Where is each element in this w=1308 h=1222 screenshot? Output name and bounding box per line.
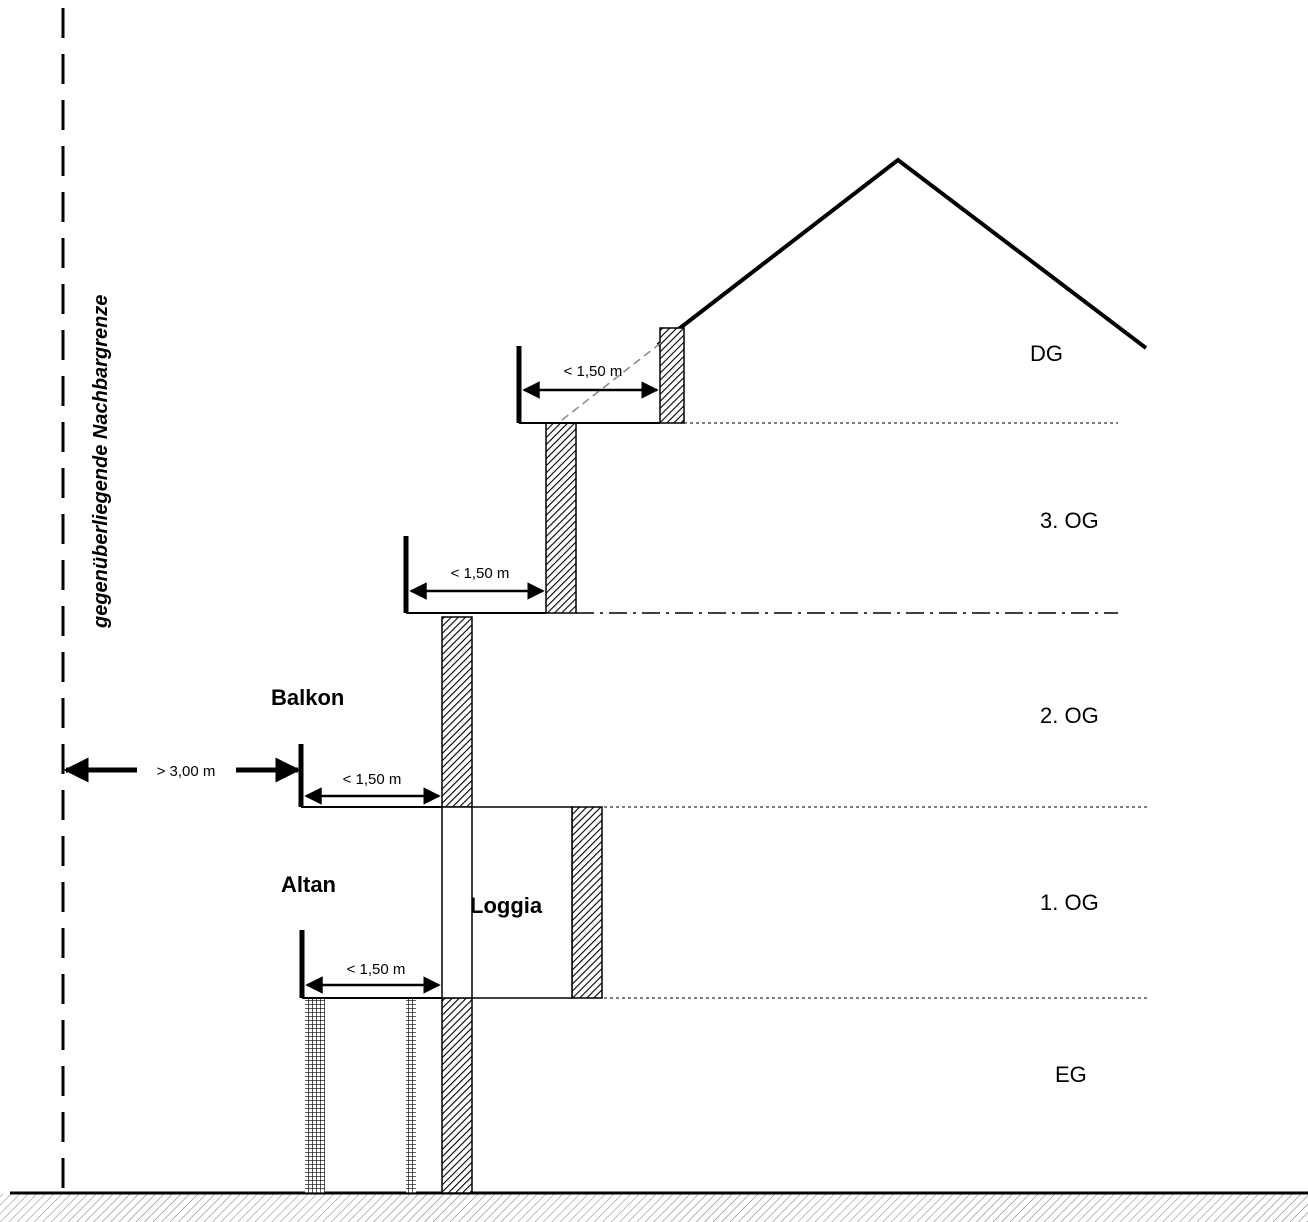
wall-3og: [545, 422, 577, 614]
dim-label-boundary: > 3,00 m: [157, 763, 216, 780]
dim-label-dg: < 1,50 m: [564, 363, 623, 380]
floor-label-2og: 2. OG: [1040, 703, 1099, 728]
wall-2og: [441, 616, 473, 808]
altan-support-right: [406, 998, 416, 1193]
floor-label-1og: 1. OG: [1040, 890, 1099, 915]
roof-outline: [656, 157, 1148, 350]
dim-label-3og: < 1,50 m: [451, 565, 510, 582]
dim-label-altan: < 1,50 m: [347, 961, 406, 978]
floor-label-dg: DG: [1030, 341, 1063, 366]
wall-loggia-back: [571, 806, 603, 999]
label-altan: Altan: [281, 872, 336, 897]
label-loggia: Loggia: [470, 893, 543, 918]
wall-eg: [441, 997, 473, 1194]
floor-label-eg: EG: [1055, 1062, 1087, 1087]
wall-dg: [659, 327, 685, 424]
floor-label-3og: 3. OG: [1040, 508, 1099, 533]
label-neighbour-boundary: gegenüberliegende Nachbargrenze: [90, 295, 112, 629]
roof-reference-line: [561, 341, 663, 421]
label-balkon: Balkon: [271, 685, 344, 710]
ground-hatch: [0, 1194, 1308, 1222]
loggia-outline: [441, 806, 573, 999]
altan-support-left: [305, 998, 325, 1193]
dim-label-2og: < 1,50 m: [343, 771, 402, 788]
